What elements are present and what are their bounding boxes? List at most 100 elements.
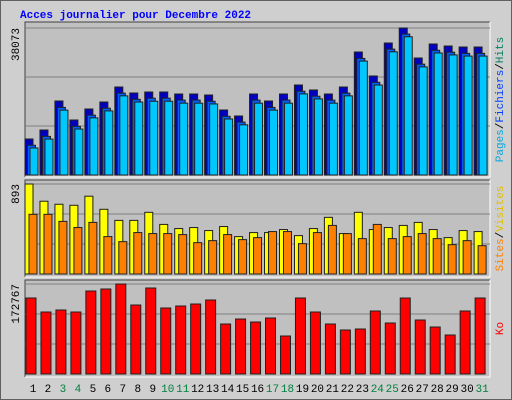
x-tick-label: 4 (75, 384, 82, 396)
bar (327, 224, 337, 275)
bar (432, 238, 442, 275)
bar (328, 102, 338, 176)
bar (429, 326, 441, 375)
legend-separator: / (495, 63, 507, 70)
x-tick-label: 2 (45, 384, 52, 396)
bar (418, 66, 428, 176)
x-tick-label: 27 (416, 384, 429, 396)
y-tick-label: 172767 (11, 284, 23, 324)
bar (414, 319, 426, 375)
x-tick-label: 11 (176, 384, 190, 396)
legend-entry: Sites (495, 238, 507, 271)
bar (254, 102, 264, 176)
bar (312, 232, 322, 275)
bar (372, 223, 382, 275)
bar (100, 288, 112, 375)
panel-bevel (25, 280, 491, 378)
legend: Sites/Visites (495, 186, 507, 272)
panel-bevel (25, 22, 491, 178)
bar (297, 243, 307, 275)
x-tick-label: 31 (475, 384, 489, 396)
bar (130, 304, 142, 375)
x-tick-label: 13 (206, 384, 219, 396)
bar (70, 311, 82, 375)
bar (193, 242, 203, 275)
x-tick-label: 23 (356, 384, 369, 396)
bar (160, 307, 172, 375)
legend-separator: / (495, 123, 507, 130)
bar (447, 244, 457, 275)
x-tick-label: 16 (251, 384, 264, 396)
legend-entry: Pages (495, 129, 507, 162)
legend-entry: Hits (495, 37, 507, 63)
x-tick-label: 24 (371, 384, 385, 396)
bar (358, 60, 368, 176)
bar (250, 321, 262, 375)
bar (433, 52, 443, 176)
bar (253, 237, 263, 275)
x-tick-label: 21 (326, 384, 340, 396)
bar (44, 138, 54, 176)
bar (462, 240, 472, 275)
x-tick-label: 10 (161, 384, 174, 396)
legend-entry: Ko (495, 322, 507, 335)
bar (134, 101, 144, 176)
bar (444, 334, 456, 375)
bar (175, 305, 187, 375)
bar (387, 238, 397, 275)
bar (40, 311, 52, 375)
bar (179, 102, 189, 176)
bar (73, 227, 83, 275)
bar (239, 124, 249, 176)
bar (208, 240, 218, 275)
bar (85, 290, 97, 375)
x-tick-label: 6 (105, 384, 112, 396)
bar (58, 220, 68, 275)
x-tick-label: 20 (311, 384, 324, 396)
x-tick-label: 1 (30, 384, 37, 396)
x-tick-label: 3 (60, 384, 67, 396)
bar (459, 310, 471, 375)
bar (339, 329, 351, 375)
x-tick-label: 28 (431, 384, 444, 396)
bar (59, 109, 69, 176)
bar (283, 102, 293, 176)
x-tick-label: 9 (149, 384, 156, 396)
bar (269, 109, 279, 176)
bar (369, 310, 381, 375)
y-tick-label: 38073 (11, 28, 23, 61)
x-tick-label: 19 (296, 384, 309, 396)
bar (354, 328, 366, 375)
bar (402, 236, 412, 275)
legend-entry: Fichiers (495, 70, 507, 123)
bar (294, 297, 306, 375)
x-tick-label: 14 (221, 384, 235, 396)
bar (384, 322, 396, 375)
legend-entry: Visites (495, 186, 507, 232)
bar (448, 54, 458, 176)
bar (220, 323, 232, 375)
bar (342, 233, 352, 275)
x-tick-label: 17 (266, 384, 279, 396)
bar (115, 283, 127, 375)
chart-title: Acces journalier pour Decembre 2022 (20, 10, 251, 22)
bar (388, 51, 398, 176)
legend: Ko (495, 322, 507, 335)
bar (205, 299, 217, 375)
bar (28, 213, 38, 275)
bar (463, 55, 473, 176)
panel-bevel (25, 180, 491, 278)
bar (190, 303, 202, 375)
x-tick-label: 7 (120, 384, 127, 396)
bar (474, 297, 486, 375)
panel-bevel (24, 279, 490, 377)
x-tick-label: 22 (341, 384, 354, 396)
legend: Pages/Fichiers/Hits (495, 37, 507, 162)
bar (417, 233, 427, 275)
x-tick-label: 25 (386, 384, 399, 396)
bar (403, 36, 413, 176)
x-tick-label: 12 (191, 384, 204, 396)
panel-bevel (24, 21, 490, 177)
